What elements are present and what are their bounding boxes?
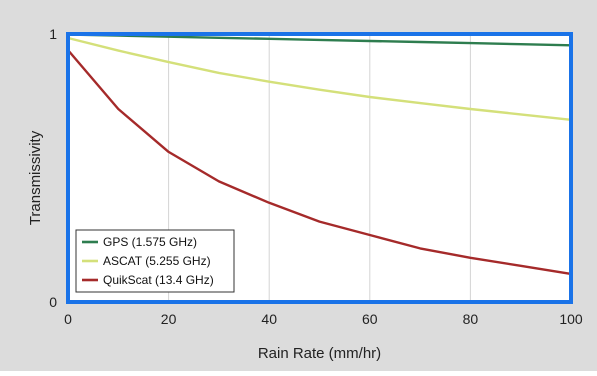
legend-box <box>75 229 235 293</box>
x-tick-label-20: 20 <box>161 311 177 327</box>
plot-area-border <box>66 32 573 304</box>
x-axis-label: Rain Rate (mm/hr) <box>258 345 381 362</box>
legend: GPS (1.575 GHz) ASCAT (5.255 GHz) QuikScat… <box>75 229 235 293</box>
x-tick-label-100: 100 <box>559 311 583 327</box>
x-tick-label-40: 40 <box>261 311 277 327</box>
series-line-1 <box>66 33 573 47</box>
series-line-2 <box>66 36 573 122</box>
y-axis-ticks: 01 <box>49 26 57 310</box>
y-tick-label-0: 0 <box>49 294 57 310</box>
legend-label-1: GPS (1.575 GHz) <box>103 235 197 249</box>
x-tick-label-80: 80 <box>463 311 479 327</box>
x-axis-ticks: 0 20 40 60 80 100 <box>64 311 583 327</box>
y-axis-label: Transmissivity <box>27 130 44 225</box>
legend-label-2: ASCAT (5.255 GHz) <box>103 254 211 268</box>
series-lines <box>66 33 573 276</box>
x-tick-label-0: 0 <box>64 311 72 327</box>
legend-label-3: QuikScat (13.4 GHz) <box>103 273 214 287</box>
series-line-3 <box>66 48 573 276</box>
y-tick-label-1: 1 <box>49 26 57 42</box>
x-tick-label-60: 60 <box>362 311 378 327</box>
